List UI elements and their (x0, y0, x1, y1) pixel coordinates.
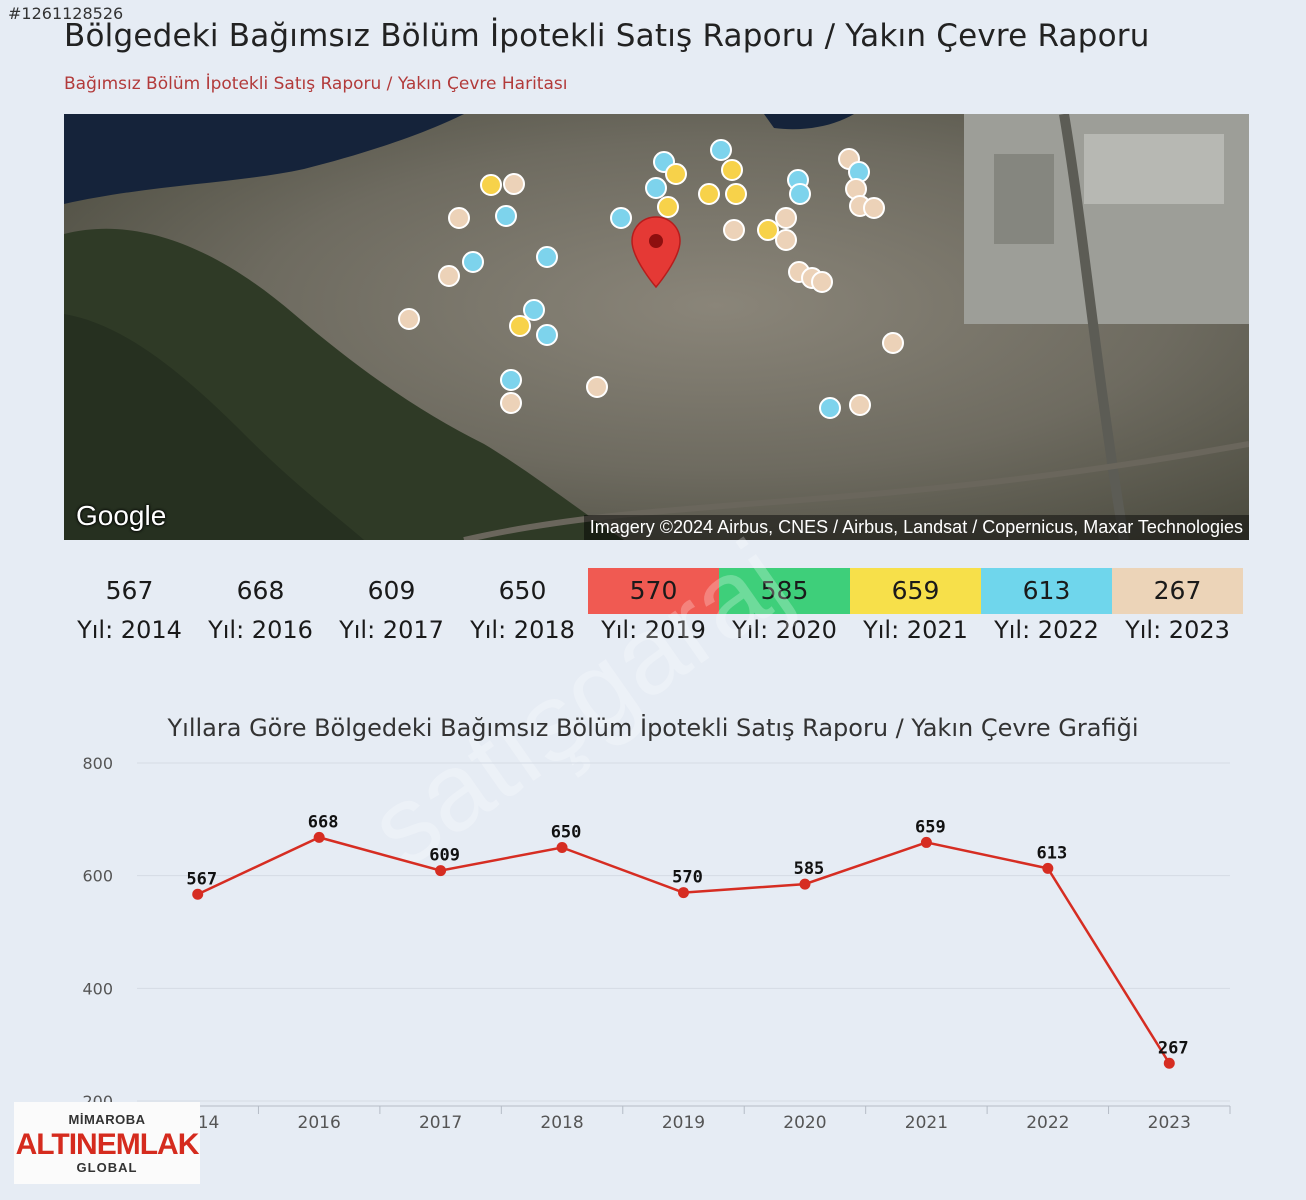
year-summary-label: Yıl: 2014 (77, 616, 182, 644)
year-summary-value: 650 (498, 576, 547, 605)
data-point (313, 831, 325, 843)
data-label: 668 (308, 812, 339, 832)
year-summary-item: 650 Yıl: 2018 (457, 568, 588, 654)
satellite-map[interactable]: Google Imagery ©2024 Airbus, CNES / Airb… (64, 114, 1249, 540)
map-markers (398, 139, 904, 419)
data-label: 650 (551, 823, 582, 843)
year-summary-value: 659 (850, 568, 981, 614)
x-tick-label: 2017 (419, 1113, 462, 1133)
data-label: 570 (672, 868, 703, 888)
data-point (799, 878, 811, 890)
map-imagery (64, 114, 1249, 540)
year-summary-item: 613 Yıl: 2022 (981, 568, 1112, 654)
y-tick-label: 400 (82, 979, 113, 998)
year-summary-item: 585 Yıl: 2020 (719, 568, 850, 654)
year-summary-item: 659 Yıl: 2021 (850, 568, 981, 654)
year-summary-label: Yıl: 2017 (339, 616, 444, 644)
y-tick-label: 600 (82, 867, 113, 886)
year-summary-item: 267 Yıl: 2023 (1112, 568, 1243, 654)
year-summary-value: 609 (367, 576, 416, 605)
x-tick-label: 2023 (1148, 1113, 1191, 1133)
year-summary-item: 609 Yıl: 2017 (326, 568, 457, 654)
sea-area (64, 114, 464, 204)
year-summary-item: 567 Yıl: 2014 (64, 568, 195, 654)
data-point (1042, 862, 1054, 874)
data-label: 567 (186, 869, 217, 889)
year-summary-value: 570 (588, 568, 719, 614)
year-summary-value: 585 (719, 568, 850, 614)
chart-title: Yıllara Göre Bölgedeki Bağımsız Bölüm İp… (167, 714, 1139, 742)
year-summary-row: 567 Yıl: 2014 668 Yıl: 2016 609 Yıl: 2017 650 Y… (64, 568, 1249, 654)
year-summary-label: Yıl: 2021 (863, 616, 968, 644)
year-summary-label: Yıl: 2022 (994, 616, 1099, 644)
data-point (920, 836, 932, 848)
data-point (192, 888, 204, 900)
imagery-credit: Imagery ©2024 Airbus, CNES / Airbus, Lan… (583, 515, 1249, 540)
data-point (435, 865, 447, 877)
x-tick-label: 2021 (905, 1113, 948, 1133)
year-summary-item: 668 Yıl: 2016 (195, 568, 326, 654)
logo-top-text: MİMAROBA (68, 1112, 146, 1127)
year-summary-label: Yıl: 2018 (470, 616, 575, 644)
year-summary-label: Yıl: 2019 (601, 616, 706, 644)
data-point (556, 842, 568, 853)
year-summary-item: 570 Yıl: 2019 (588, 568, 719, 654)
company-logo: MİMAROBA ALTINEMLAK GLOBAL (14, 1102, 200, 1184)
logo-bottom-text: GLOBAL (76, 1160, 138, 1175)
data-label: 613 (1036, 843, 1067, 863)
x-tick-label: 2022 (1026, 1113, 1069, 1133)
x-tick-label: 2020 (783, 1113, 826, 1133)
data-label: 609 (429, 846, 460, 866)
location-pin-icon (631, 216, 681, 289)
year-summary-value: 668 (236, 576, 285, 605)
google-logo: Google (76, 500, 167, 531)
year-summary-label: Yıl: 2020 (732, 616, 837, 644)
map-subtitle: Bağımsız Bölüm İpotekli Satış Raporu / Y… (64, 74, 568, 94)
data-label: 267 (1158, 1038, 1189, 1058)
x-tick-label: 2016 (298, 1113, 341, 1133)
x-tick-label: 2019 (662, 1113, 705, 1133)
x-tick-label: 2018 (540, 1113, 583, 1133)
year-summary-value: 613 (981, 568, 1112, 614)
year-summary-value: 567 (105, 576, 154, 605)
data-label: 585 (794, 859, 825, 879)
y-tick-label: 800 (82, 754, 113, 773)
listing-id: #1261128526 (8, 4, 124, 23)
data-point (678, 887, 689, 899)
data-label: 659 (915, 817, 946, 837)
data-point (1163, 1057, 1175, 1069)
logo-main-text: ALTINEMLAK (15, 1128, 200, 1161)
year-summary-label: Yıl: 2016 (208, 616, 313, 644)
page-title: Bölgedeki Bağımsız Bölüm İpotekli Satış … (64, 18, 1150, 54)
year-summary-label: Yıl: 2023 (1125, 616, 1230, 644)
year-summary-value: 267 (1112, 568, 1243, 614)
